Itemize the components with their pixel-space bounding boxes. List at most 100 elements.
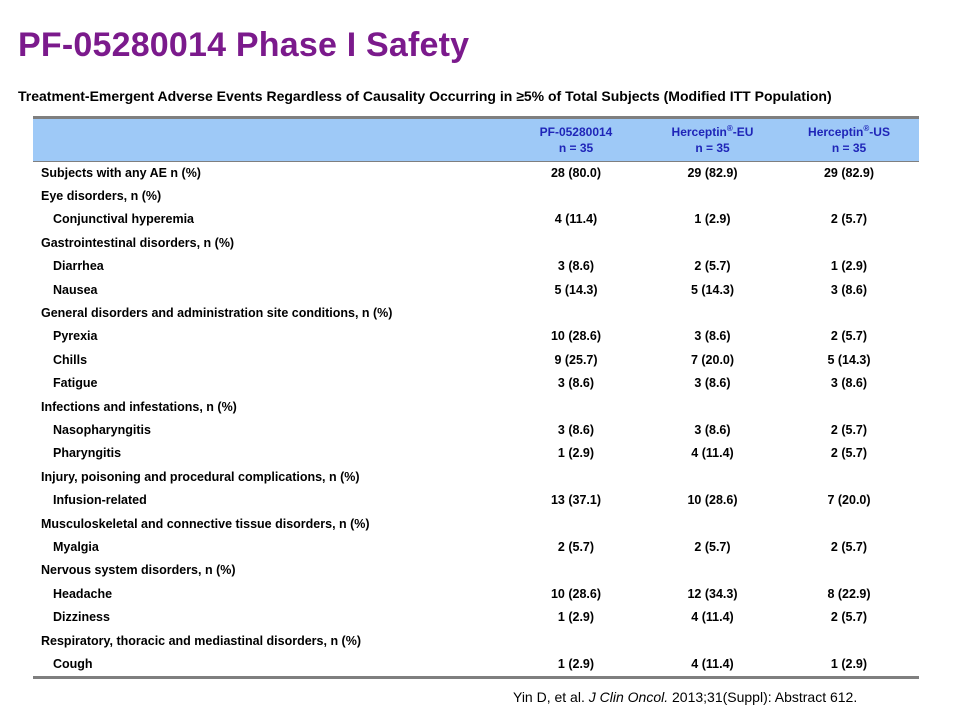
table-row: Diarrhea 3 (8.6) 2 (5.7) 1 (2.9) <box>33 255 919 278</box>
cell-value: 1 (2.9) <box>694 212 731 227</box>
table-category-row: Respiratory, thoracic and mediastinal di… <box>33 629 919 652</box>
cell-value: 7 (20.0) <box>690 352 735 367</box>
adverse-events-table: PF-05280014 n = 35 Herceptin®-EU n = 35 … <box>33 116 919 679</box>
row-label: Subjects with any AE n (%) <box>33 160 506 185</box>
table-category-row: Subjects with any AE n (%) 28 (80.0) 29 (8… <box>33 160 919 185</box>
row-label: Infections and infestations, n (%) <box>41 399 237 414</box>
table-row: Nausea 5 (14.3) 5 (14.3) 3 (8.6) <box>33 278 919 301</box>
cell-value: 3 (8.6) <box>830 376 868 391</box>
cell-value <box>779 559 919 582</box>
registered-mark: ® <box>863 123 870 133</box>
cell-value <box>779 395 919 418</box>
row-label: Eye disorders, n (%) <box>41 189 162 204</box>
cell-value: 2 (5.7) <box>557 539 595 554</box>
cell-value: 3 (8.6) <box>694 422 731 437</box>
cell-value <box>506 231 646 254</box>
cell-value: 2 (5.7) <box>694 259 731 274</box>
row-label: Myalgia <box>53 539 99 554</box>
cell-value: 1 (2.9) <box>557 656 595 671</box>
row-label: Respiratory, thoracic and mediastinal di… <box>41 633 361 648</box>
header-suffix: -US <box>869 124 890 139</box>
cell-value: 1 (2.9) <box>557 610 595 625</box>
cell-value: 1 (2.9) <box>830 259 868 274</box>
cell-value <box>779 512 919 535</box>
table-category-row: General disorders and administration sit… <box>33 301 919 324</box>
header-suffix: -EU <box>732 124 754 139</box>
cell-value: 2 (5.7) <box>830 610 868 625</box>
cell-value: 4 (11.4) <box>691 610 734 625</box>
cell-value: 29 (82.9) <box>779 160 919 185</box>
table-row: Myalgia 2 (5.7) 2 (5.7) 2 (5.7) <box>33 535 919 558</box>
cell-value: 28 (80.0) <box>506 160 646 185</box>
row-label: Nervous system disorders, n (%) <box>41 563 236 578</box>
cell-value <box>506 465 646 488</box>
cell-value: 1 (2.9) <box>830 656 868 671</box>
cell-value: 10 (28.6) <box>550 329 602 344</box>
cell-value: 2 (5.7) <box>830 212 868 227</box>
row-label: Cough <box>53 656 93 671</box>
cell-value <box>506 559 646 582</box>
row-label: Dizziness <box>53 610 110 625</box>
table-row: Fatigue 3 (8.6) 3 (8.6) 3 (8.6) <box>33 372 919 395</box>
header-name: PF-05280014 <box>539 124 613 139</box>
row-label: Conjunctival hyperemia <box>53 212 195 227</box>
row-label: Diarrhea <box>53 259 104 274</box>
table-row: Dizziness 1 (2.9) 4 (11.4) 2 (5.7) <box>33 605 919 628</box>
cell-value: 5 (14.3) <box>554 282 598 297</box>
cell-value: 10 (28.6) <box>550 586 602 601</box>
cell-value <box>646 512 779 535</box>
header-pf05280014: PF-05280014 n = 35 <box>506 119 646 161</box>
header-name: Herceptin <box>808 124 864 139</box>
cell-value <box>506 184 646 207</box>
cell-value: 5 (14.3) <box>690 282 735 297</box>
cell-value <box>506 629 646 652</box>
cell-value <box>779 301 919 324</box>
header-n: n = 35 <box>558 140 594 155</box>
cell-value: 2 (5.7) <box>830 539 868 554</box>
table-row: Pharyngitis 1 (2.9) 4 (11.4) 2 (5.7) <box>33 442 919 465</box>
table-row: Conjunctival hyperemia 4 (11.4) 1 (2.9) 2 (… <box>33 208 919 231</box>
cell-value <box>646 629 779 652</box>
cell-value: 3 (8.6) <box>557 422 595 437</box>
citation: Yin D, et al. J Clin Oncol. 2013;31(Supp… <box>513 689 857 705</box>
cell-value: 1 (2.9) <box>557 446 595 461</box>
cell-value <box>646 395 779 418</box>
row-label: Injury, poisoning and procedural complic… <box>41 469 360 484</box>
table-row: Chills 9 (25.7) 7 (20.0) 5 (14.3) <box>33 348 919 371</box>
cell-value: 7 (20.0) <box>827 493 871 508</box>
cell-value: 8 (22.9) <box>827 586 871 601</box>
cell-value <box>646 559 779 582</box>
row-label: Headache <box>53 586 113 601</box>
cell-value: 3 (8.6) <box>557 259 595 274</box>
cell-value: 29 (82.9) <box>646 160 779 185</box>
cell-value <box>506 301 646 324</box>
header-n: n = 35 <box>695 140 730 155</box>
table-caption: Treatment-Emergent Adverse Events Regard… <box>18 88 832 104</box>
table-row: Headache 10 (28.6) 12 (34.3) 8 (22.9) <box>33 582 919 605</box>
cell-value: 2 (5.7) <box>830 422 868 437</box>
table-row: Infusion-related 13 (37.1) 10 (28.6) 7 (20.… <box>33 488 919 511</box>
table-category-row: Nervous system disorders, n (%) <box>33 559 919 582</box>
cell-value <box>646 231 779 254</box>
row-label: Fatigue <box>53 376 98 391</box>
cell-value: 3 (8.6) <box>557 376 595 391</box>
table-category-row: Injury, poisoning and procedural complic… <box>33 465 919 488</box>
header-herceptin-us: Herceptin®-US n = 35 <box>779 119 919 161</box>
row-label: Pharyngitis <box>53 446 122 461</box>
table-category-row: Gastrointestinal disorders, n (%) <box>33 231 919 254</box>
row-label: Nausea <box>53 282 98 297</box>
cell-value <box>779 184 919 207</box>
cell-value: 2 (5.7) <box>830 329 868 344</box>
row-label: Musculoskeletal and connective tissue di… <box>41 516 370 531</box>
citation-journal: J Clin Oncol. <box>588 689 669 705</box>
cell-value: 9 (25.7) <box>554 352 598 367</box>
table-header-row: PF-05280014 n = 35 Herceptin®-EU n = 35 … <box>33 119 919 161</box>
table-category-row: Infections and infestations, n (%) <box>33 395 919 418</box>
table-row: Nasopharyngitis 3 (8.6) 3 (8.6) 2 (5.7) <box>33 418 919 441</box>
citation-details: 2013;31(Suppl): Abstract 612. <box>668 689 858 705</box>
cell-value <box>506 512 646 535</box>
table-category-row: Musculoskeletal and connective tissue di… <box>33 512 919 535</box>
cell-value: 3 (8.6) <box>694 329 731 344</box>
cell-value <box>779 629 919 652</box>
cell-value: 4 (11.4) <box>691 446 734 461</box>
